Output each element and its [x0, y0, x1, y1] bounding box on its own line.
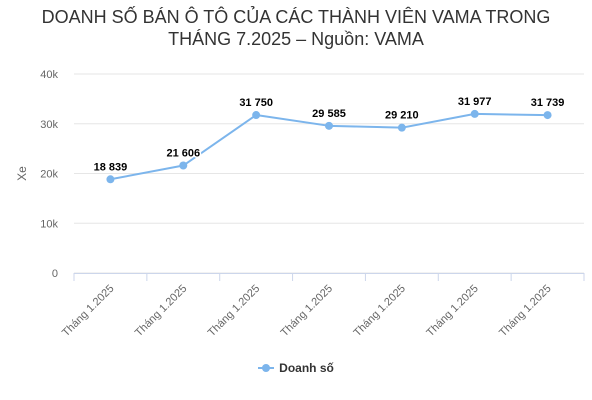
y-tick-label: 40k	[40, 69, 58, 81]
data-label: 29 210	[385, 110, 419, 122]
x-tick-label: Tháng 1.2025	[424, 283, 480, 339]
data-labels: 18 839 21 606 31 750 29 585 29 210 31 977 31 7…	[92, 94, 566, 174]
x-tick-label: Tháng 1.2025	[60, 283, 116, 339]
x-tick-label: Tháng 1.2025	[279, 283, 335, 339]
x-tick-label: Tháng 1.2025	[351, 283, 407, 339]
chart-subtitle: THÁNG 7.2025 – Nguồn: VAMA	[168, 29, 424, 49]
legend-marker-icon	[258, 363, 275, 373]
series-doanh-so	[106, 109, 552, 184]
data-point[interactable]	[252, 111, 261, 120]
axes: 0 10k 20k 30k 40k Xe Tháng 1.2025 Tháng 1.2025 T…	[15, 69, 585, 339]
chart-title: DOANH SỐ BÁN Ô TÔ CỦA CÁC THÀNH VIÊN VAM…	[0, 6, 592, 50]
data-point[interactable]	[106, 175, 115, 184]
y-axis-title: Xe	[15, 166, 29, 181]
data-label: 18 839	[94, 161, 128, 173]
y-tick-label: 30k	[40, 119, 58, 131]
data-point[interactable]	[325, 121, 333, 130]
y-tick-label: 20k	[40, 169, 58, 181]
legend-item-doanh-so[interactable]: Doanh số	[258, 361, 334, 375]
chart-title-line-1: DOANH SỐ BÁN Ô TÔ CỦA CÁC THÀNH VIÊN VAM…	[41, 7, 551, 27]
data-point[interactable]	[543, 111, 552, 120]
y-tick-label: 10k	[40, 218, 58, 230]
data-point[interactable]	[397, 123, 406, 132]
legend: Doanh số	[0, 360, 592, 378]
data-label: 31 750	[239, 97, 273, 109]
data-label: 31 739	[531, 97, 565, 109]
x-tick-label: Tháng 1.2025	[497, 283, 553, 339]
legend-label: Doanh số	[279, 361, 334, 375]
y-tick-label: 0	[52, 268, 58, 280]
data-label: 29 585	[312, 108, 346, 120]
data-point[interactable]	[470, 109, 479, 118]
data-label: 21 606	[166, 148, 200, 160]
data-label: 31 977	[458, 96, 492, 108]
grid-lines	[74, 73, 584, 274]
data-point[interactable]	[179, 161, 188, 170]
x-tick-label: Tháng 1.2025	[206, 283, 262, 339]
x-tick-label: Tháng 1.2025	[133, 283, 189, 339]
